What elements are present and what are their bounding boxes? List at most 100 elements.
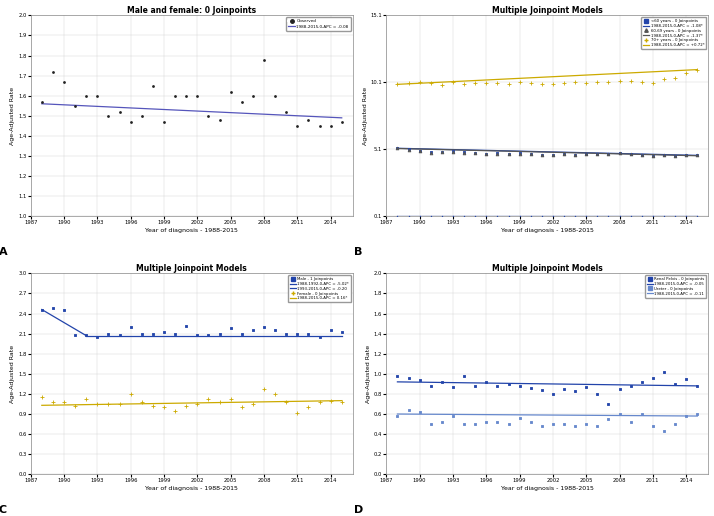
- Point: [36, 98, 48, 106]
- Point: [147, 330, 159, 338]
- Point: [336, 328, 348, 336]
- Point: [403, 374, 414, 382]
- Point: [425, 149, 436, 157]
- Point: [436, 378, 448, 386]
- Point: [258, 55, 270, 63]
- Point: [414, 376, 426, 384]
- Point: [692, 212, 703, 220]
- Point: [136, 398, 148, 406]
- Point: [536, 151, 548, 159]
- Title: Multiple Joinpoint Models: Multiple Joinpoint Models: [492, 6, 603, 14]
- Point: [592, 212, 603, 220]
- X-axis label: Year of diagnosis - 1988-2015: Year of diagnosis - 1988-2015: [146, 228, 238, 233]
- Point: [647, 152, 658, 160]
- Point: [503, 79, 514, 88]
- Point: [136, 330, 148, 338]
- Point: [547, 390, 558, 398]
- Point: [392, 212, 403, 220]
- Title: Male and female: 0 Joinpoints: Male and female: 0 Joinpoints: [127, 6, 256, 14]
- Point: [47, 68, 59, 76]
- Point: [670, 152, 681, 160]
- Point: [169, 92, 181, 100]
- Point: [103, 111, 114, 120]
- Point: [414, 408, 426, 416]
- Point: [603, 212, 614, 220]
- Point: [114, 108, 125, 116]
- Point: [592, 150, 603, 158]
- Point: [614, 410, 625, 418]
- Point: [692, 151, 703, 159]
- Point: [570, 387, 581, 395]
- Point: [625, 150, 636, 158]
- Point: [470, 79, 481, 88]
- Point: [436, 148, 448, 156]
- Point: [558, 385, 570, 393]
- Point: [670, 420, 681, 428]
- Point: [692, 410, 703, 418]
- Point: [558, 420, 570, 428]
- Point: [658, 75, 670, 84]
- Point: [136, 111, 148, 120]
- Point: [536, 386, 548, 394]
- Point: [636, 212, 648, 220]
- Point: [281, 398, 292, 406]
- Point: [303, 116, 314, 124]
- Point: [269, 92, 281, 100]
- Point: [281, 108, 292, 116]
- Point: [614, 385, 625, 393]
- Point: [203, 331, 214, 339]
- Point: [291, 330, 303, 338]
- Point: [503, 420, 514, 428]
- Point: [191, 400, 203, 408]
- Point: [536, 212, 548, 220]
- Point: [592, 422, 603, 430]
- Point: [236, 330, 248, 338]
- Point: [159, 403, 170, 411]
- X-axis label: Year of diagnosis - 1988-2015: Year of diagnosis - 1988-2015: [146, 486, 238, 491]
- Point: [580, 383, 592, 391]
- Title: Multiple Joinpoint Models: Multiple Joinpoint Models: [136, 264, 247, 272]
- Point: [191, 331, 203, 339]
- Point: [670, 212, 681, 220]
- Point: [325, 326, 336, 334]
- Point: [580, 79, 592, 87]
- Point: [680, 69, 692, 77]
- Point: [159, 118, 170, 126]
- Y-axis label: Age-Adjusted Rate: Age-Adjusted Rate: [366, 345, 371, 403]
- Point: [503, 150, 514, 158]
- Point: [114, 400, 125, 408]
- Point: [225, 88, 236, 96]
- Point: [103, 400, 114, 408]
- Point: [303, 403, 314, 411]
- Point: [81, 395, 92, 404]
- Point: [481, 150, 492, 158]
- Point: [481, 418, 492, 426]
- Y-axis label: Age-Adjusted Rate: Age-Adjusted Rate: [11, 87, 16, 145]
- Point: [647, 78, 658, 87]
- Point: [492, 382, 503, 390]
- Point: [603, 150, 614, 158]
- Point: [81, 331, 92, 339]
- Point: [558, 79, 570, 87]
- Point: [580, 212, 592, 220]
- Point: [213, 116, 225, 124]
- Point: [636, 78, 648, 86]
- Point: [258, 384, 270, 393]
- Text: C: C: [0, 505, 6, 514]
- Point: [547, 212, 558, 220]
- Point: [492, 149, 503, 157]
- Point: [247, 92, 258, 100]
- Point: [269, 390, 281, 398]
- Point: [403, 406, 414, 414]
- Point: [392, 372, 403, 380]
- Title: Multiple Joinpoint Models: Multiple Joinpoint Models: [492, 264, 603, 272]
- Point: [592, 390, 603, 398]
- Point: [558, 150, 570, 158]
- Point: [514, 382, 526, 390]
- Point: [436, 212, 448, 220]
- Point: [614, 149, 625, 157]
- Point: [636, 151, 648, 159]
- Point: [213, 330, 225, 338]
- Point: [603, 400, 614, 408]
- Y-axis label: Age-Adjusted Rate: Age-Adjusted Rate: [11, 345, 16, 403]
